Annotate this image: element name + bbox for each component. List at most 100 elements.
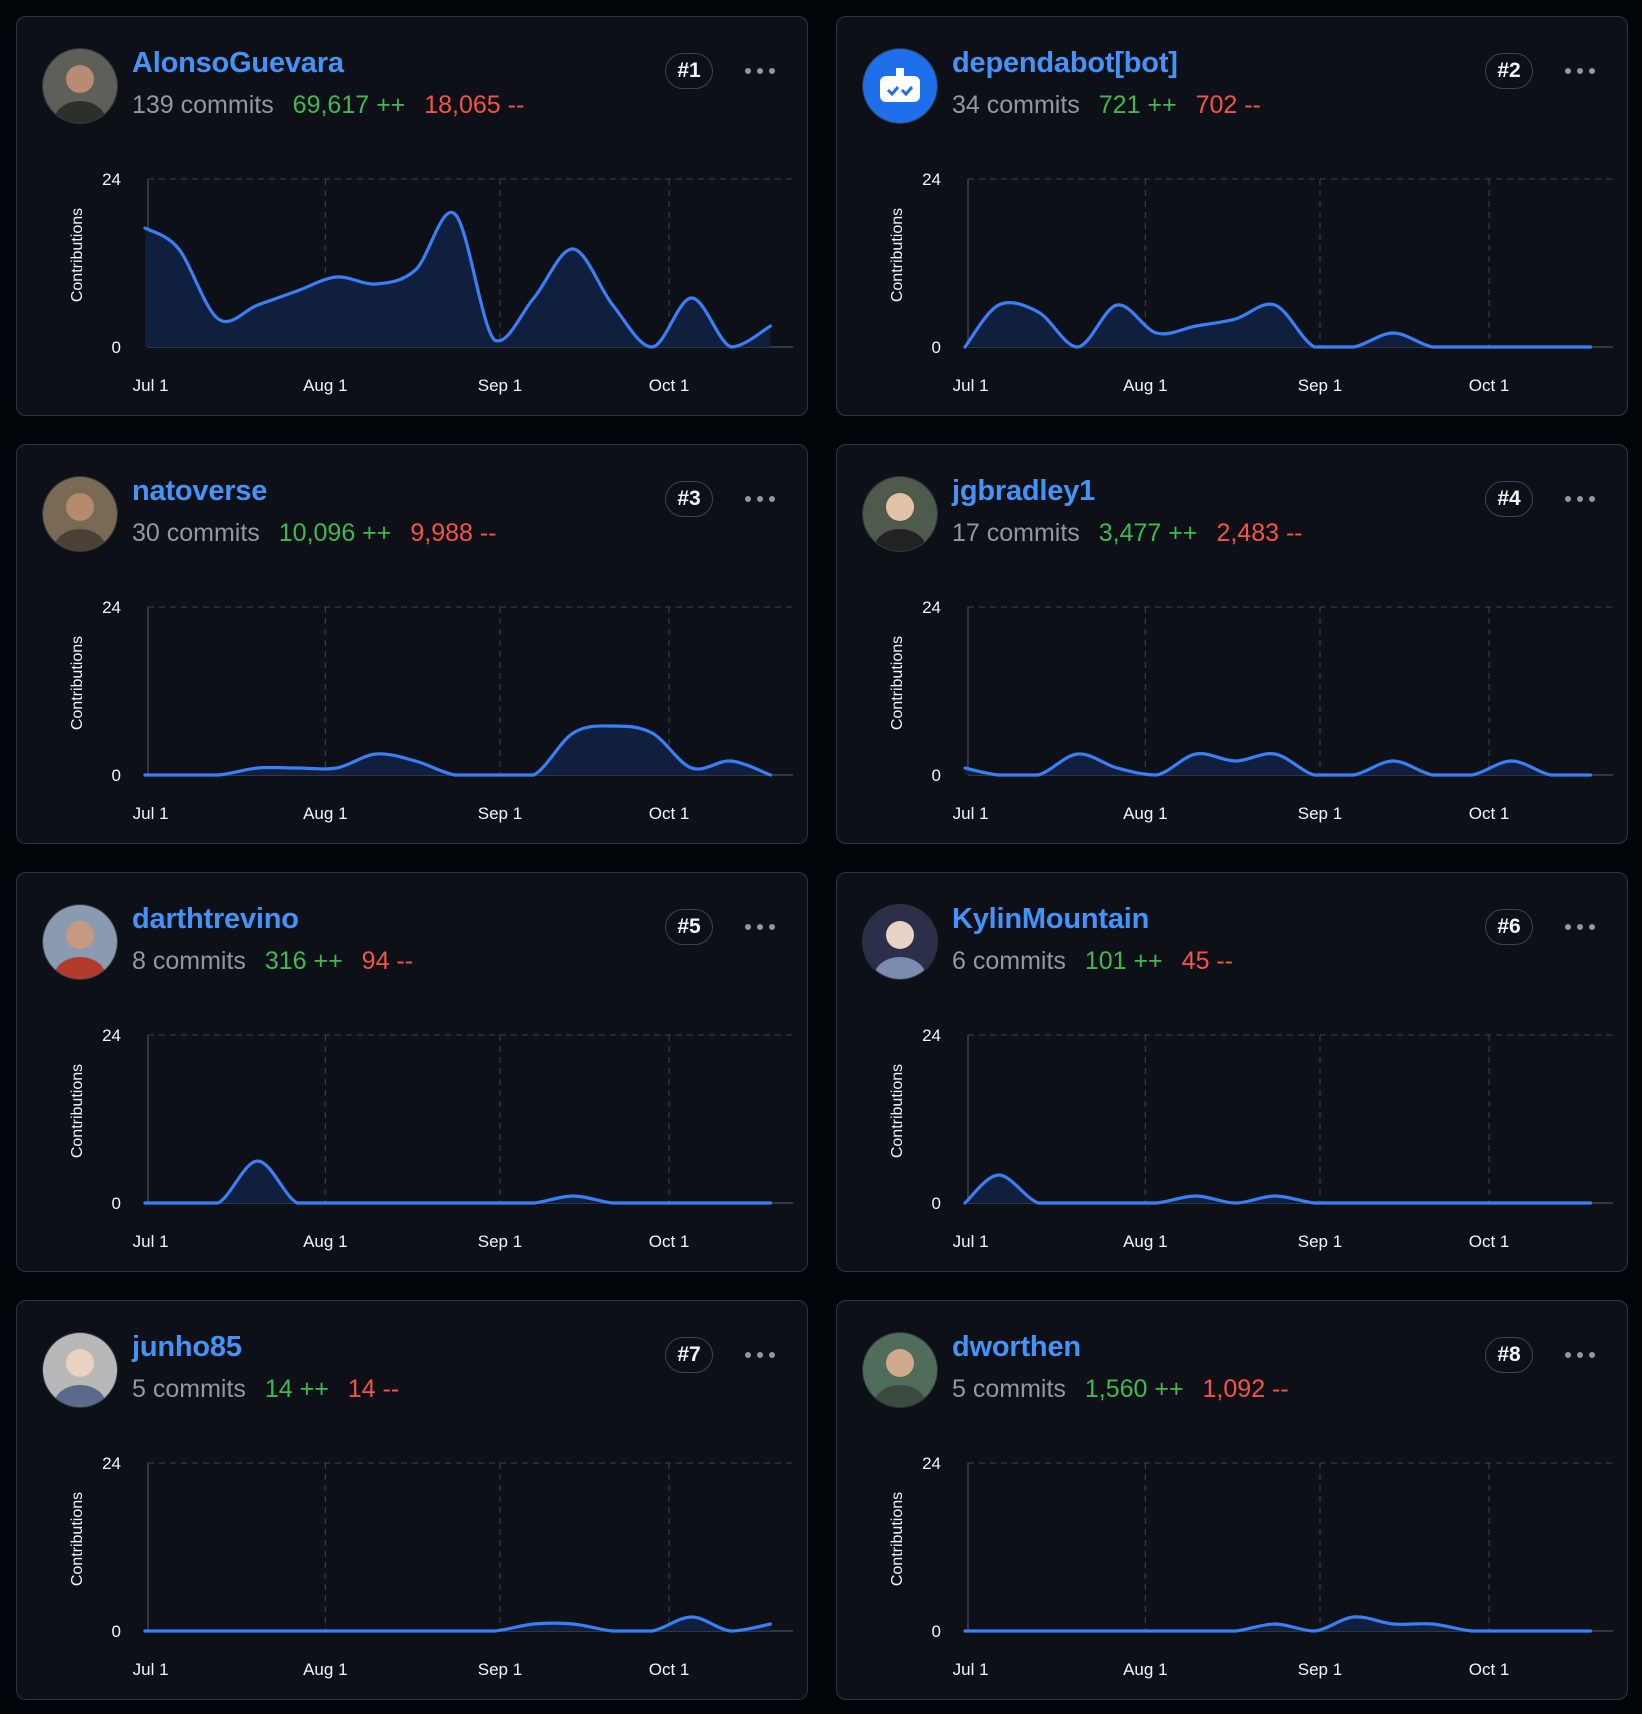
commits-count-link[interactable]: 139 commits xyxy=(132,91,274,119)
avatar-image xyxy=(43,477,117,551)
x-tick-label: Aug 1 xyxy=(303,376,347,395)
kebab-horizontal-icon xyxy=(745,1352,775,1358)
deletions-count: 1,092 -- xyxy=(1202,1375,1289,1403)
x-tick-label: Aug 1 xyxy=(303,1660,347,1679)
contributor-login-link[interactable]: AlonsoGuevara xyxy=(132,47,344,79)
kebab-horizontal-icon xyxy=(1565,924,1595,930)
more-options-button[interactable] xyxy=(1555,909,1605,945)
avatar[interactable] xyxy=(43,1333,117,1407)
additions-count: 14 ++ xyxy=(264,1375,329,1403)
x-tick-label: Sep 1 xyxy=(1298,804,1342,823)
x-tick-label: Jul 1 xyxy=(133,1232,169,1251)
x-tick-label: Jul 1 xyxy=(133,804,169,823)
more-options-button[interactable] xyxy=(1555,481,1605,517)
deletions-count: 94 -- xyxy=(361,947,414,975)
y-tick-label: 0 xyxy=(932,1622,941,1641)
x-tick-label: Sep 1 xyxy=(478,1660,522,1679)
y-axis-label: Contributions xyxy=(69,1492,86,1586)
deletions-count: 9,988 -- xyxy=(410,519,497,547)
avatar[interactable] xyxy=(863,905,937,979)
avatar-image xyxy=(43,1333,117,1407)
y-axis-label: Contributions xyxy=(889,636,906,730)
y-axis-label: Contributions xyxy=(889,208,906,302)
avatar-image xyxy=(43,49,117,123)
rank-badge: #5 xyxy=(665,909,713,945)
additions-count: 721 ++ xyxy=(1098,91,1177,119)
x-tick-label: Jul 1 xyxy=(953,804,989,823)
rank-badge: #3 xyxy=(665,481,713,517)
x-tick-label: Oct 1 xyxy=(1469,376,1510,395)
contributor-card: junho85 5 commits 14 ++ 14 -- #7 Jul 1 Au… xyxy=(16,1300,808,1700)
additions-count: 1,560 ++ xyxy=(1084,1375,1184,1403)
x-tick-label: Oct 1 xyxy=(1469,1232,1510,1251)
x-tick-label: Aug 1 xyxy=(1123,1232,1167,1251)
commits-count-link[interactable]: 17 commits xyxy=(952,519,1080,547)
y-tick-label: 0 xyxy=(112,338,121,357)
contributor-login-link[interactable]: dworthen xyxy=(952,1331,1081,1363)
contributions-chart: Jul 1 Aug 1 Sep 1 Oct 1 0 24 Contributions xyxy=(69,170,793,395)
more-options-button[interactable] xyxy=(735,909,785,945)
more-options-button[interactable] xyxy=(735,1337,785,1373)
avatar[interactable] xyxy=(863,1333,937,1407)
contributions-chart: Jul 1 Aug 1 Sep 1 Oct 1 0 24 Contributions xyxy=(69,1454,793,1679)
rank-badge: #2 xyxy=(1485,53,1533,89)
contributor-login-link[interactable]: junho85 xyxy=(132,1331,242,1363)
contributor-login-link[interactable]: darthtrevino xyxy=(132,903,299,935)
x-tick-label: Sep 1 xyxy=(1298,376,1342,395)
deletions-count: 14 -- xyxy=(347,1375,400,1403)
contributions-area xyxy=(965,1616,1591,1631)
contributor-card: KylinMountain 6 commits 101 ++ 45 -- #6 … xyxy=(836,872,1628,1272)
x-tick-label: Aug 1 xyxy=(303,1232,347,1251)
x-tick-label: Oct 1 xyxy=(649,1660,690,1679)
kebab-horizontal-icon xyxy=(745,68,775,74)
deletions-count: 45 -- xyxy=(1181,947,1234,975)
contributor-login-link[interactable]: jgbradley1 xyxy=(952,475,1096,507)
commits-count-link[interactable]: 8 commits xyxy=(132,947,246,975)
x-tick-label: Sep 1 xyxy=(1298,1232,1342,1251)
more-options-button[interactable] xyxy=(1555,1337,1605,1373)
avatar[interactable] xyxy=(43,49,117,123)
kebab-horizontal-icon xyxy=(1565,68,1595,74)
y-tick-label: 0 xyxy=(112,1194,121,1213)
commits-count-link[interactable]: 5 commits xyxy=(132,1375,246,1403)
avatar[interactable] xyxy=(863,49,937,123)
contributions-line xyxy=(963,1615,1593,1633)
contributions-area xyxy=(145,212,771,347)
x-tick-label: Jul 1 xyxy=(133,376,169,395)
commits-count-link[interactable]: 34 commits xyxy=(952,91,1080,119)
contributor-login-link[interactable]: KylinMountain xyxy=(952,903,1150,935)
commits-count-link[interactable]: 6 commits xyxy=(952,947,1066,975)
more-options-button[interactable] xyxy=(1555,53,1605,89)
contributor-login-link[interactable]: dependabot[bot] xyxy=(952,47,1178,79)
y-axis-label: Contributions xyxy=(889,1064,906,1158)
x-tick-label: Jul 1 xyxy=(953,376,989,395)
y-tick-label: 0 xyxy=(932,766,941,785)
additions-count: 101 ++ xyxy=(1084,947,1163,975)
kebab-horizontal-icon xyxy=(745,496,775,502)
avatar[interactable] xyxy=(43,905,117,979)
y-tick-label: 0 xyxy=(932,338,941,357)
more-options-button[interactable] xyxy=(735,481,785,517)
avatar-image xyxy=(863,477,937,551)
avatar-image xyxy=(863,1333,937,1407)
kebab-horizontal-icon xyxy=(745,924,775,930)
avatar-image xyxy=(43,905,117,979)
rank-badge: #6 xyxy=(1485,909,1533,945)
avatar[interactable] xyxy=(863,477,937,551)
y-tick-label: 24 xyxy=(102,598,121,617)
commit-stats: 5 commits 14 ++ 14 -- xyxy=(132,1375,399,1404)
commits-count-link[interactable]: 30 commits xyxy=(132,519,260,547)
contributor-login-link[interactable]: natoverse xyxy=(132,475,268,507)
avatar[interactable] xyxy=(43,477,117,551)
commit-stats: 5 commits 1,560 ++ 1,092 -- xyxy=(952,1375,1289,1404)
x-tick-label: Oct 1 xyxy=(1469,804,1510,823)
commits-count-link[interactable]: 5 commits xyxy=(952,1375,1066,1403)
contributions-line xyxy=(143,210,773,349)
x-tick-label: Sep 1 xyxy=(1298,1660,1342,1679)
x-tick-label: Oct 1 xyxy=(649,376,690,395)
rank-badge: #8 xyxy=(1485,1337,1533,1373)
deletions-count: 2,483 -- xyxy=(1216,519,1303,547)
contributor-card: darthtrevino 8 commits 316 ++ 94 -- #5 J… xyxy=(16,872,808,1272)
more-options-button[interactable] xyxy=(735,53,785,89)
y-axis-label: Contributions xyxy=(69,208,86,302)
